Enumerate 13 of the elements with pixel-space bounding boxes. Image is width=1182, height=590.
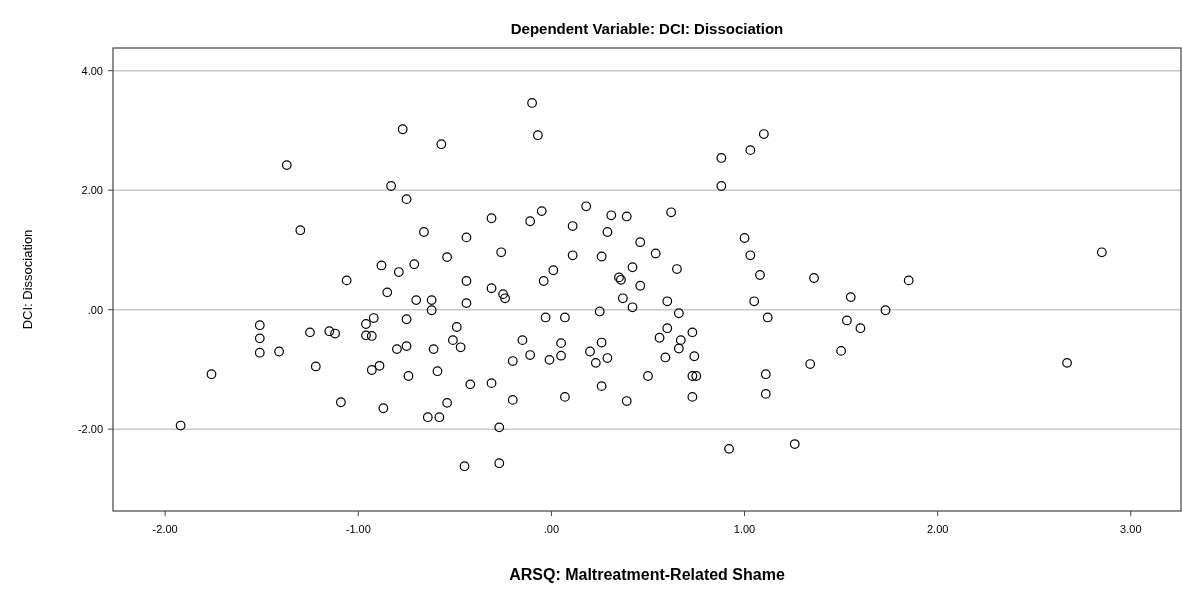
x-tick-label: -1.00 [345,523,371,535]
x-tick-label: -2.00 [152,523,178,535]
x-tick-label: .00 [543,523,560,535]
x-tick-label: 2.00 [926,523,949,535]
y-axis-title: DCI: Dissociation [20,229,35,330]
y-tick-label: 2.00 [81,184,103,197]
chart-title: Dependent Variable: DCI: Dissociation [510,20,784,37]
y-tick-label: 4.00 [81,64,103,77]
x-tick-label: 3.00 [1120,523,1142,535]
x-tick-label: 1.00 [733,523,756,535]
x-axis-title: ARSQ: Maltreatment-Related Shame [509,566,785,583]
y-tick-label: -2.00 [77,423,103,435]
y-tick-label: .00 [87,303,103,316]
